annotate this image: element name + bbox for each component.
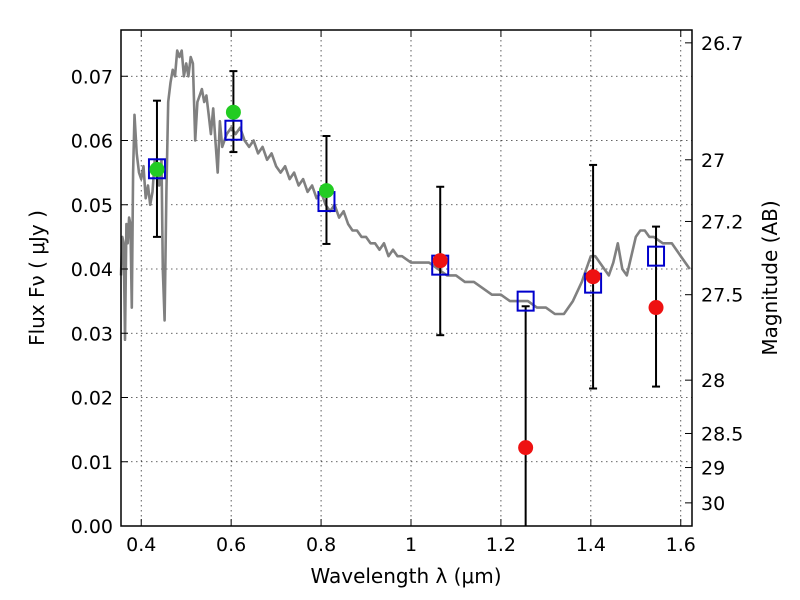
y-tick-label: 0.04 xyxy=(71,259,113,281)
y-tick-label: 0.03 xyxy=(71,323,113,345)
x-axis-label: Wavelength λ (μm) xyxy=(310,564,501,588)
upper-limit-point xyxy=(518,440,534,456)
model-point-square xyxy=(224,119,243,141)
model-point-square xyxy=(147,158,166,180)
right-tick-label: 26.7 xyxy=(701,33,743,55)
y-tick-label: 0.06 xyxy=(71,131,113,153)
x-tick-label: 1.4 xyxy=(576,534,606,556)
y-tick-label: 0.02 xyxy=(71,388,113,410)
x-tick-label: 1.2 xyxy=(486,534,516,556)
right-axis-label: Magnitude (AB) xyxy=(758,200,782,355)
right-tick-label: 27.2 xyxy=(701,211,743,233)
right-tick-label: 28 xyxy=(701,370,725,392)
model-point-square xyxy=(647,245,666,267)
plot-frame xyxy=(120,29,693,527)
y-tick-label: 0.01 xyxy=(71,452,113,474)
x-tick-label: 0.6 xyxy=(216,534,246,556)
axes xyxy=(120,29,693,527)
x-tick-label: 0.8 xyxy=(306,534,336,556)
upper-limit-point xyxy=(648,300,664,316)
x-tick-label: 0.4 xyxy=(126,534,156,556)
x-tick-label: 1.6 xyxy=(666,534,696,556)
detection-point xyxy=(149,161,165,177)
y-axis-label: Flux Fν ( μJy ) xyxy=(25,210,49,346)
x-tick-label: 1 xyxy=(405,534,417,556)
right-tick-label: 27 xyxy=(701,150,725,172)
right-tick-label: 30 xyxy=(701,493,725,515)
upper-limit-point xyxy=(432,253,448,269)
detection-point xyxy=(318,183,334,199)
tick-labels: 0.4 0.6 0.8 1 1.2 1.4 1.6 0.00 0.01 0.02 0.03 0.04 0… xyxy=(71,33,744,556)
detection-point xyxy=(225,104,241,120)
right-tick-label: 29 xyxy=(701,458,725,480)
right-tick-label: 27.5 xyxy=(701,285,743,307)
y-tick-label: 0.00 xyxy=(71,516,113,538)
y-tick-label: 0.05 xyxy=(71,195,113,217)
right-tick-label: 28.5 xyxy=(701,423,743,445)
model-point-square xyxy=(516,290,535,312)
y-tick-label: 0.07 xyxy=(71,66,113,88)
observed-points xyxy=(149,104,664,456)
error-bar xyxy=(521,305,530,526)
model-points xyxy=(147,119,666,312)
upper-limit-point xyxy=(585,269,601,285)
